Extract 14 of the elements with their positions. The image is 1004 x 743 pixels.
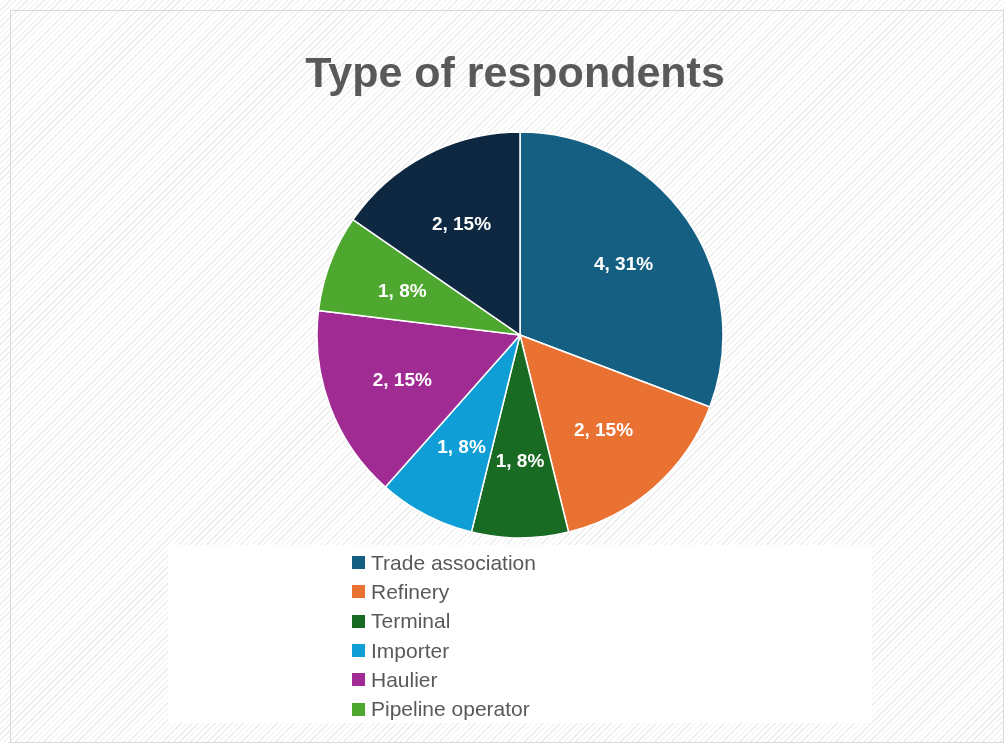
data-label: 1, 8% xyxy=(495,450,545,472)
data-label: 1, 8% xyxy=(437,435,486,457)
legend-label: Trade association xyxy=(371,550,536,575)
chart-title: Type of respondents xyxy=(304,48,726,97)
legend-label: Refinery xyxy=(371,579,450,604)
data-label: 2, 15% xyxy=(431,213,492,235)
data-label: 4, 31% xyxy=(594,253,654,274)
legend-label: Pipeline operator xyxy=(371,697,530,722)
legend-label: Terminal xyxy=(371,609,451,634)
data-label: 2, 15% xyxy=(372,369,432,391)
data-label: 1, 8% xyxy=(378,279,427,301)
legend-label: Haulier xyxy=(371,667,438,692)
legend-label: Importer xyxy=(371,638,450,663)
data-label: 2, 15% xyxy=(573,418,634,440)
